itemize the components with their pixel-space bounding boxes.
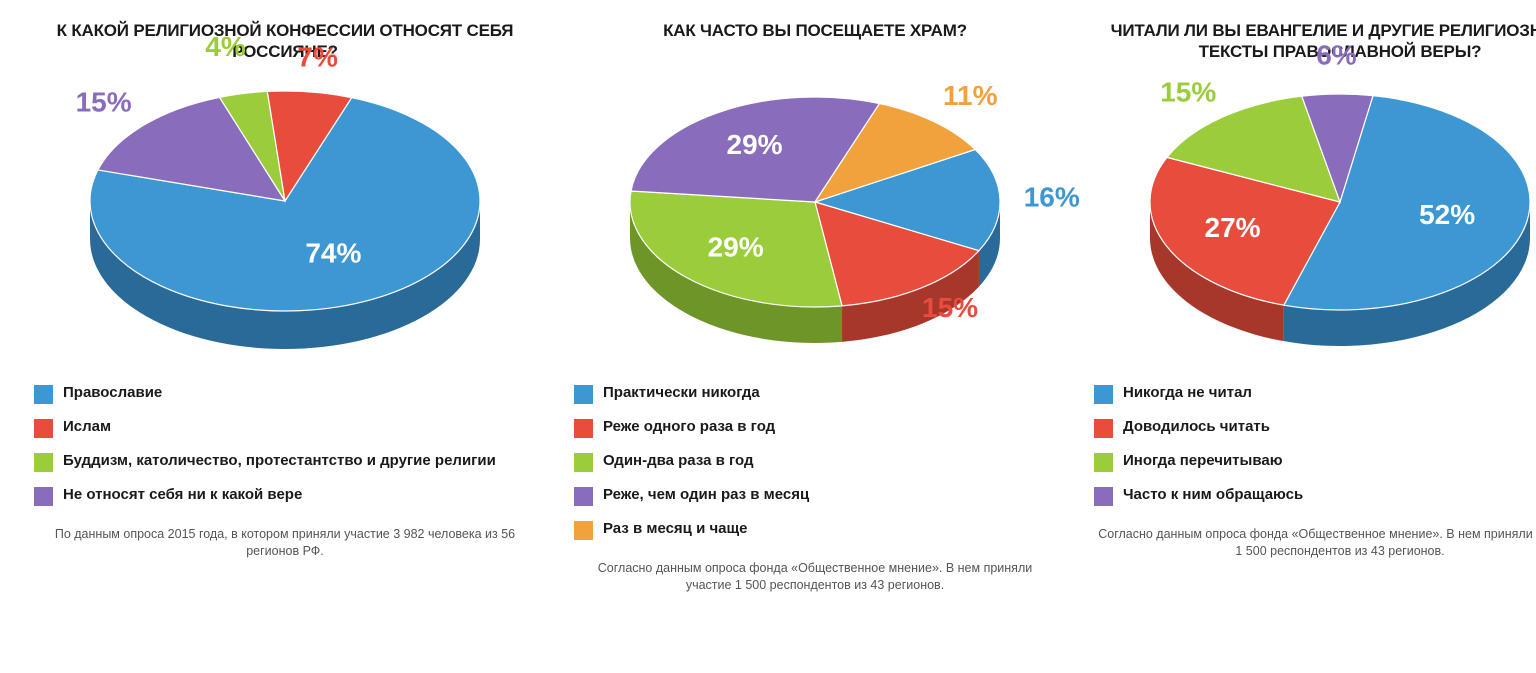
legend-label: Ислам [63,418,111,437]
legend-swatch [1094,487,1113,506]
legend-swatch [574,419,593,438]
footnote-religion: По данным опроса 2015 года, в котором пр… [30,526,540,560]
legend-label: Один-два раза в год [603,452,754,471]
legend-label: Часто к ним обращаюсь [1123,486,1303,505]
legend-swatch [34,487,53,506]
footnote-temple: Согласно данным опроса фонда «Общественн… [570,560,1060,594]
slice-percent-label: 11% [943,80,998,111]
slice-percent-label: 15% [76,87,132,118]
legend-item: Не относят себя ни к какой вере [34,486,540,506]
panel-gospel: ЧИТАЛИ ЛИ ВЫ ЕВАНГЕЛИЕ И ДРУГИЕ РЕЛИГИОЗ… [1090,20,1536,594]
footnote-gospel: Согласно данным опроса фонда «Общественн… [1090,526,1536,560]
legend-label: Раз в месяц и чаще [603,520,748,539]
legend-swatch [34,453,53,472]
chart-gospel: 52%27%15%6% [1090,100,1536,360]
slice-percent-label: 15% [1160,76,1216,107]
legend-swatch [1094,453,1113,472]
legend-item: Ислам [34,418,540,438]
legend-swatch [34,419,53,438]
panel-temple: КАК ЧАСТО ВЫ ПОСЕЩАЕТЕ ХРАМ? 16%15%29%29… [570,20,1060,594]
legend-item: Буддизм, католичество, протестантство и … [34,452,540,472]
panel-religion: К КАКОЙ РЕЛИГИОЗНОЙ КОНФЕССИИ ОТНОСЯТ СЕ… [30,20,540,594]
charts-container: К КАКОЙ РЕЛИГИОЗНОЙ КОНФЕССИИ ОТНОСЯТ СЕ… [30,20,1506,594]
legend-swatch [574,453,593,472]
legend-label: Реже, чем один раз в месяц [603,486,809,505]
legend-item: Один-два раза в год [574,452,1060,472]
chart-religion: 74%15%4%7% [30,100,540,360]
legend-label: Доводилось читать [1123,418,1270,437]
legend-swatch [574,521,593,540]
legend-item: Реже одного раза в год [574,418,1060,438]
legend-label: Реже одного раза в год [603,418,775,437]
chart-temple: 16%15%29%29%11% [570,100,1060,360]
slice-percent-label: 16% [1024,182,1080,213]
legend-item: Реже, чем один раз в месяц [574,486,1060,506]
legend-swatch [1094,419,1113,438]
legend-swatch [574,487,593,506]
legend-item: Часто к ним обращаюсь [1094,486,1536,506]
legend-temple: Практически никогдаРеже одного раза в го… [570,384,1060,540]
legend-label: Буддизм, католичество, протестантство и … [63,452,496,471]
legend-item: Иногда перечитываю [1094,452,1536,472]
legend-label: Иногда перечитываю [1123,452,1283,471]
legend-item: Доводилось читать [1094,418,1536,438]
legend-item: Раз в месяц и чаще [574,520,1060,540]
legend-label: Не относят себя ни к какой вере [63,486,302,505]
